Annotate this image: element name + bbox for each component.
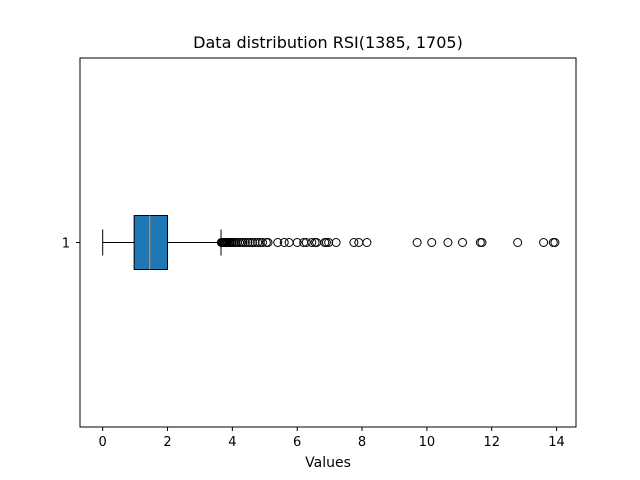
x-tick-label: 2 [163,435,171,450]
outlier-point [238,238,248,247]
x-tick-label: 10 [419,435,436,450]
outlier-point [458,238,468,247]
outlier-point [354,238,364,247]
outlier-point [253,238,263,247]
outlier-point [349,238,359,247]
outlier-point [292,238,302,247]
outlier-point [240,238,250,247]
outlier-point [245,238,255,247]
outlier-point [301,238,311,247]
outlier-point [279,238,289,247]
outlier-point [247,238,257,247]
plot-area [102,215,560,270]
outlier-point [427,238,437,247]
x-tick-label: 0 [99,435,107,450]
chart-title: Data distribution RSI(1385, 1705) [193,33,463,52]
outlier-point [539,238,549,247]
outlier-point [513,238,523,247]
outlier-point [362,238,372,247]
iqr-box [133,215,169,270]
outlier-point [443,238,453,247]
outlier-point [324,238,334,247]
outlier-point [273,238,283,247]
x-axis-label: Values [305,455,351,471]
outlier-point [243,238,253,247]
outlier-point [412,238,422,247]
x-tick-label: 6 [293,435,301,450]
x-tick-label: 4 [228,435,236,450]
outlier-point [263,238,273,247]
axes: 0 2 4 6 8 10 12 14 1 [62,237,565,451]
outlier-point [258,238,268,247]
outlier-point [550,238,560,247]
y-tick-label: 1 [62,237,70,252]
outlier-point [284,238,294,247]
outlier-point [477,238,487,247]
outlier-point [307,238,317,247]
outlier-point [250,238,260,247]
x-tick-label: 12 [483,435,500,450]
x-tick-label: 14 [548,435,565,450]
outlier-point [321,238,331,247]
outlier-point [331,238,341,247]
plot-frame [79,57,577,428]
x-tick-label: 8 [358,435,366,450]
